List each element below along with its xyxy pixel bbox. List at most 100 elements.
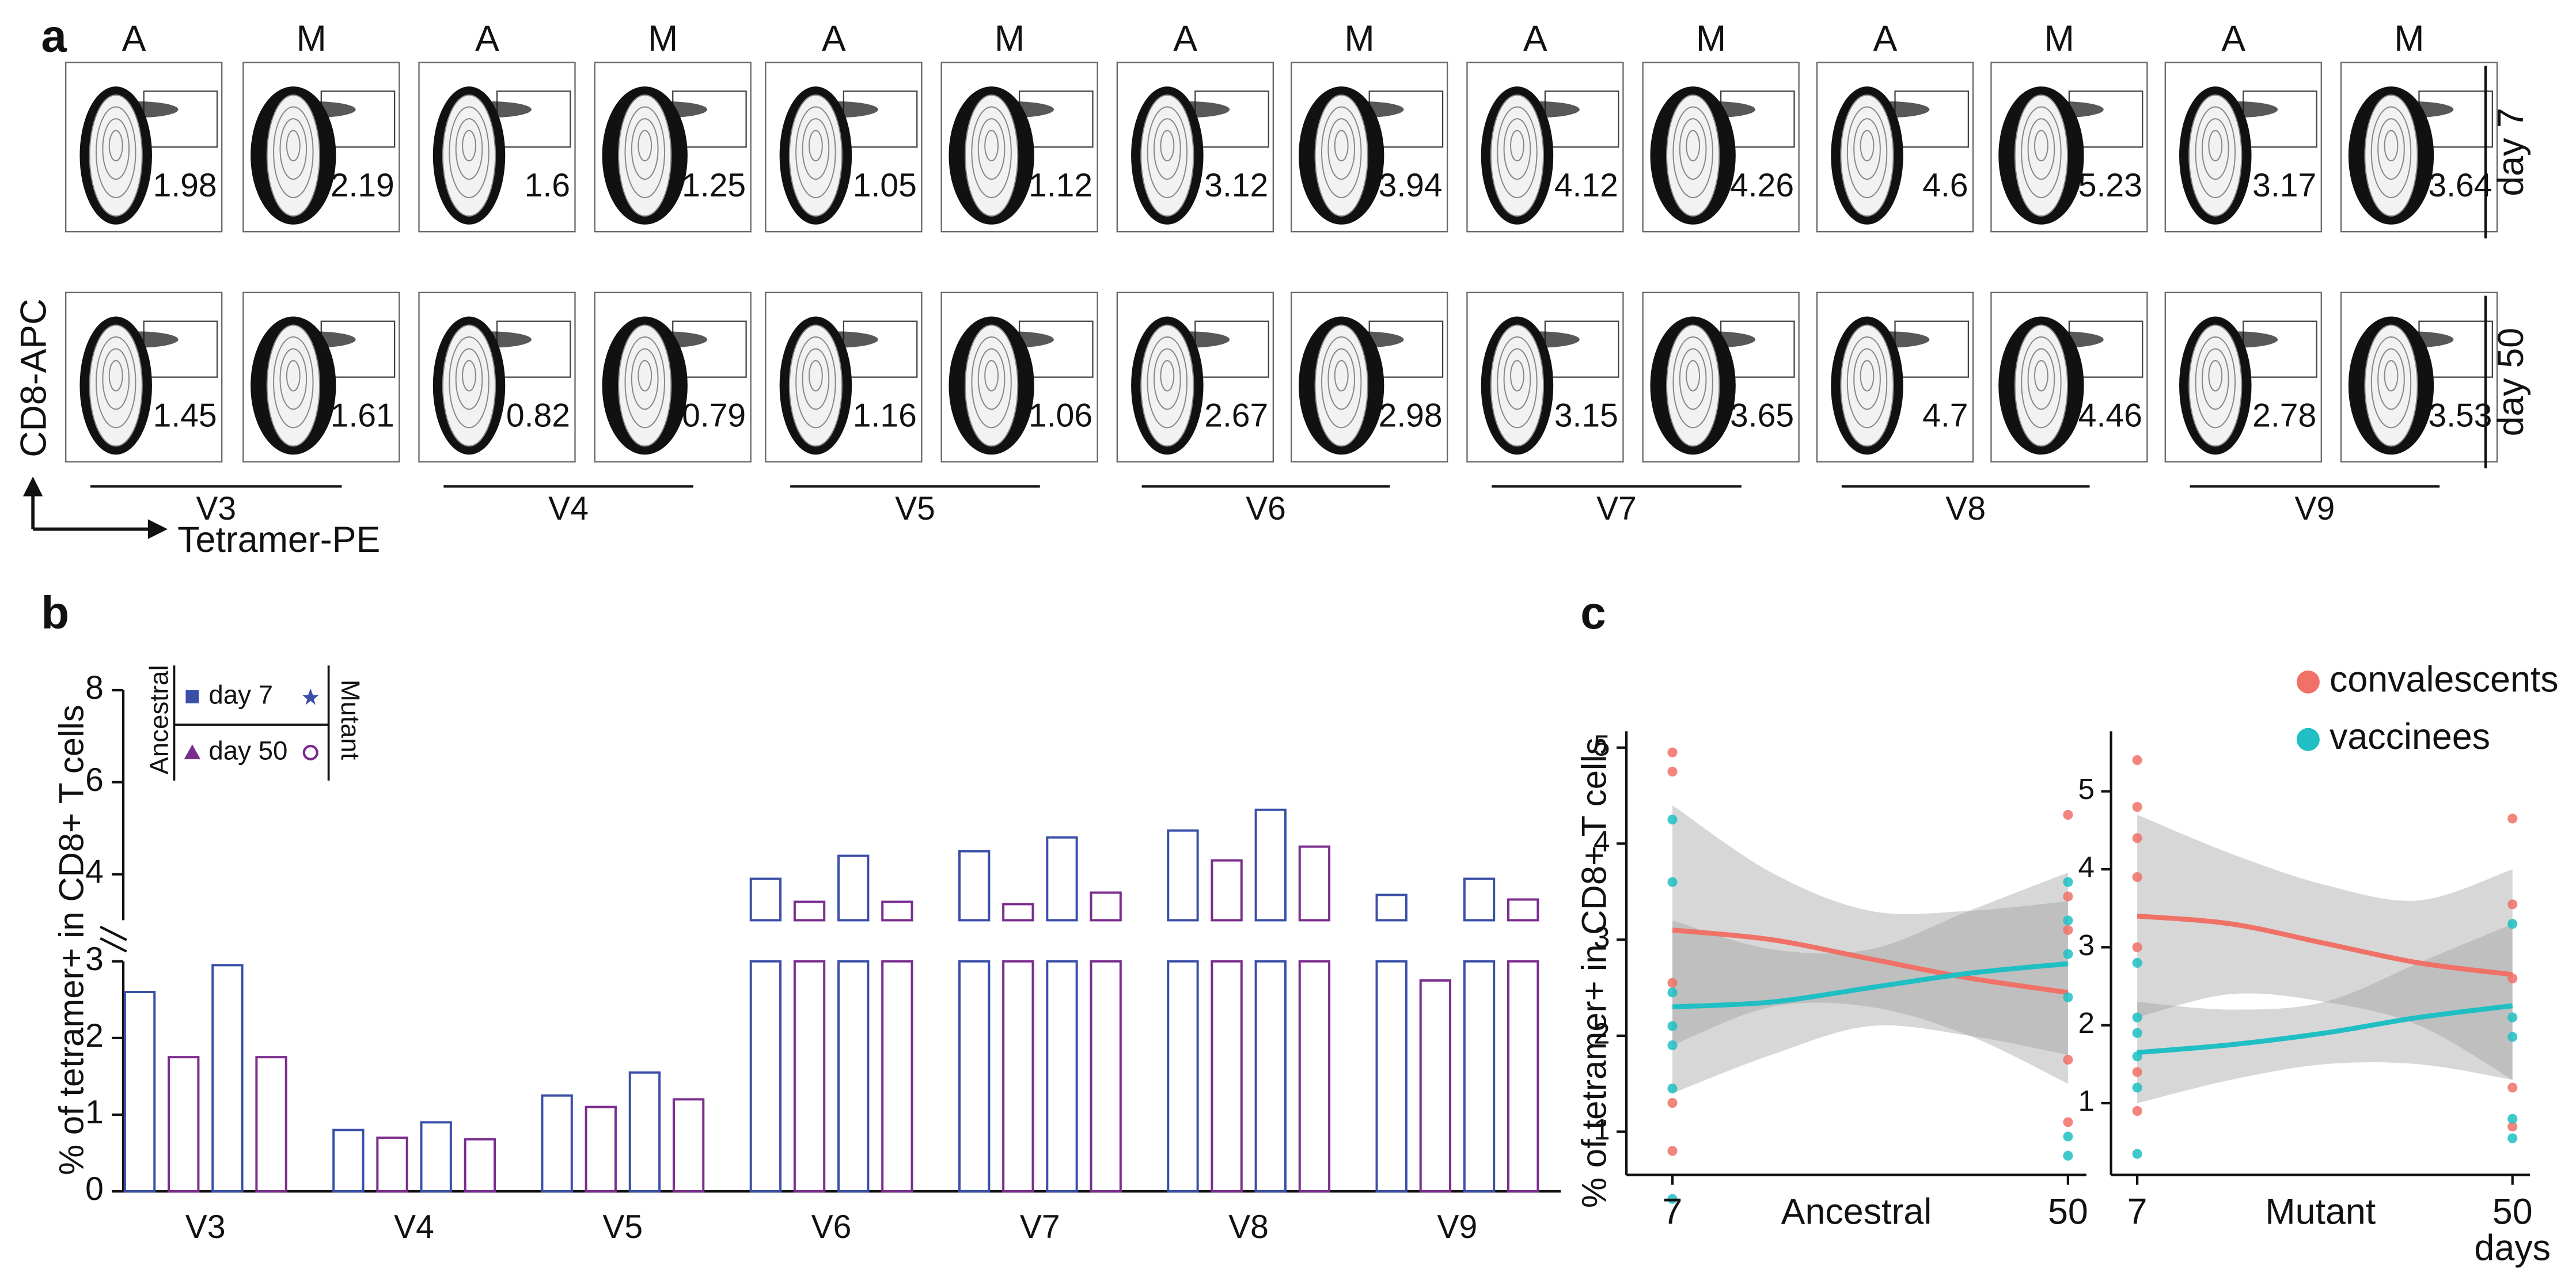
data-point	[2507, 1133, 2518, 1144]
gate	[143, 320, 218, 378]
contour	[795, 336, 836, 429]
contour	[802, 348, 830, 410]
flow-plot-frame	[65, 62, 223, 233]
flow-plot-frame	[2164, 62, 2322, 233]
data-point	[2063, 1150, 2073, 1161]
contour	[1510, 130, 1524, 162]
gate	[1544, 90, 1619, 148]
data-point	[2063, 877, 2073, 887]
bar	[1046, 960, 1078, 1193]
column-label: A	[475, 18, 499, 59]
data-point	[2507, 1122, 2518, 1132]
contour	[802, 118, 830, 180]
bar	[1419, 979, 1452, 1193]
gate	[843, 320, 918, 378]
data-point	[2063, 925, 2073, 936]
x-tick-label: 50	[2048, 1192, 2088, 1232]
confidence-band	[2137, 923, 2513, 1104]
legend-marker	[2296, 670, 2320, 694]
data-point	[2063, 809, 2073, 820]
bar	[958, 850, 991, 922]
x-tick-label: V8	[1228, 1209, 1269, 1245]
gate	[496, 90, 571, 148]
gate	[1544, 320, 1619, 378]
contour	[971, 106, 1012, 199]
contour	[95, 336, 136, 429]
contour	[2021, 106, 2062, 199]
bar	[1090, 960, 1122, 1193]
gate-percent: 3.65	[1730, 397, 1794, 434]
flow-xlabel: Tetramer-PE	[177, 520, 380, 560]
contour	[1846, 106, 1888, 199]
y-tick-label: 3	[2078, 929, 2095, 961]
gate	[1194, 90, 1269, 148]
y-tick-label: 2	[85, 1017, 104, 1054]
contour	[449, 336, 490, 429]
bar	[1002, 960, 1034, 1193]
contour	[984, 130, 999, 162]
y-tick-label: 5	[1594, 729, 1610, 762]
flow-ylabel: CD8-APC	[13, 298, 54, 457]
data-point	[1667, 766, 1678, 777]
flow-plot-frame	[1990, 62, 2148, 233]
contour	[279, 348, 308, 410]
gate-percent: 4.6	[1922, 167, 1968, 204]
contour	[1679, 348, 1707, 410]
legend-frame	[173, 665, 330, 781]
contour	[279, 118, 308, 180]
contour	[984, 359, 999, 392]
y-tick-label: 3	[85, 941, 104, 978]
contour	[108, 130, 123, 162]
x-tick-label: 7	[1663, 1192, 1683, 1232]
data-point	[2132, 1067, 2142, 1077]
axis-break	[100, 925, 127, 953]
data-point	[2507, 813, 2518, 824]
gate-percent: 2.19	[331, 167, 394, 204]
flow-plot-frame	[2340, 62, 2498, 233]
bar	[881, 960, 913, 1193]
gate-percent: 2.67	[1204, 397, 1268, 434]
contour	[286, 130, 301, 162]
gate	[496, 320, 571, 378]
data-point	[2507, 899, 2518, 910]
confidence-band	[2137, 815, 2513, 1080]
y-tick-label: 4	[2078, 851, 2095, 884]
contour	[1503, 118, 1531, 180]
gate-percent: 1.61	[331, 397, 394, 434]
confidence-band	[1672, 805, 2068, 1084]
x-unit: days	[2474, 1228, 2551, 1268]
bar	[1211, 960, 1243, 1193]
contour	[2208, 359, 2223, 392]
contour	[2377, 348, 2405, 410]
x-tick-label: V6	[811, 1209, 852, 1245]
bar	[1298, 960, 1331, 1193]
contour	[2027, 118, 2055, 180]
data-point	[2132, 1106, 2142, 1116]
data-point	[2132, 833, 2142, 843]
flow-plot-frame	[940, 62, 1098, 233]
data-point	[2063, 1131, 2073, 1142]
contour	[977, 118, 1006, 180]
gate-percent: 3.17	[2252, 167, 2316, 204]
bar	[749, 960, 782, 1193]
gate-percent: 1.12	[1029, 167, 1092, 204]
y-tick-label: 2	[1594, 1017, 1610, 1050]
bar	[168, 1056, 200, 1193]
contour	[971, 336, 1012, 429]
column-label: A	[822, 18, 846, 59]
contour	[2384, 359, 2399, 392]
bar	[837, 960, 870, 1193]
contour	[2034, 130, 2048, 162]
bar	[793, 900, 826, 922]
contour	[1321, 336, 1362, 429]
contour	[2370, 106, 2412, 199]
contour	[2027, 348, 2055, 410]
flow-plot-frame	[1116, 62, 1274, 233]
gate-percent: 3.15	[1554, 397, 1618, 434]
flow-plot-frame	[1816, 291, 1974, 463]
gate-percent: 4.12	[1554, 167, 1618, 204]
flow-plot-frame	[2164, 291, 2322, 463]
gate-percent: 3.12	[1204, 167, 1268, 204]
